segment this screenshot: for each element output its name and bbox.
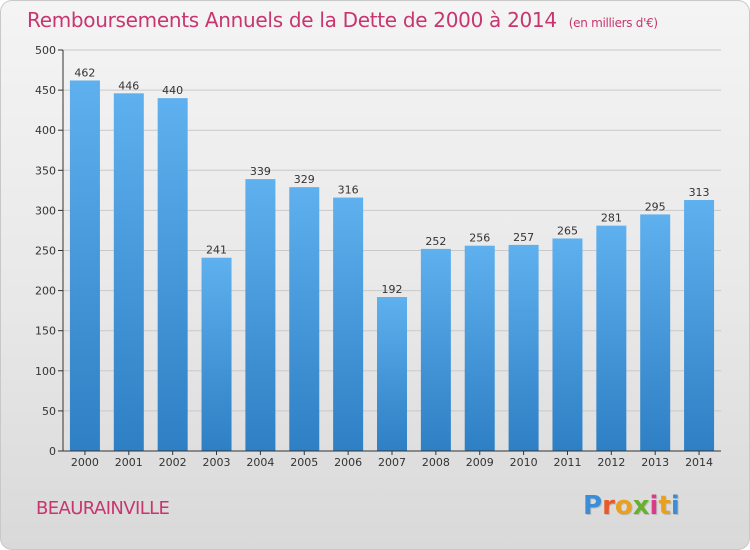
logo-letter: i [670, 491, 680, 521]
x-tick-label: 2005 [290, 456, 318, 469]
bar [552, 238, 583, 451]
bar-value-label: 252 [425, 235, 446, 248]
bar-value-label: 316 [338, 184, 359, 197]
bar [245, 179, 276, 451]
logo-letter: i [649, 491, 659, 521]
bar [69, 80, 100, 451]
bar [113, 93, 144, 452]
bar [201, 257, 232, 451]
bar [289, 187, 320, 451]
proxiti-logo: Proxiti [583, 491, 680, 521]
bar [333, 197, 364, 451]
chart-title: Remboursements Annuels de la Dette de 20… [27, 8, 658, 32]
logo-letter: t [658, 491, 671, 521]
logo-letter: o [614, 491, 633, 521]
logo-letter: r [602, 491, 615, 521]
x-tick-label: 2008 [422, 456, 450, 469]
bar-value-label: 192 [382, 283, 403, 296]
x-tick-label: 2002 [159, 456, 187, 469]
bar [464, 245, 495, 451]
x-tick-label: 2004 [246, 456, 274, 469]
bar-value-label: 256 [469, 232, 490, 245]
y-tick-label: 400 [35, 124, 56, 137]
logo-letter: x [632, 491, 650, 521]
bar-value-label: 281 [601, 212, 622, 225]
y-tick-label: 350 [35, 164, 56, 177]
x-tick-label: 2003 [203, 456, 231, 469]
bar [684, 199, 715, 451]
bar-value-label: 440 [162, 84, 183, 97]
x-tick-label: 2000 [71, 456, 99, 469]
bar [377, 297, 407, 451]
bar-value-label: 329 [294, 173, 315, 186]
x-tick-label: 2010 [510, 456, 538, 469]
x-tick-label: 2007 [378, 456, 406, 469]
x-tick-label: 2012 [597, 456, 625, 469]
bar-value-label: 257 [513, 231, 534, 244]
bar [420, 248, 451, 451]
y-tick-label: 450 [35, 84, 56, 97]
bar-value-label: 313 [689, 186, 710, 199]
y-tick-label: 50 [42, 405, 56, 418]
y-tick-label: 500 [35, 44, 56, 57]
x-tick-label: 2009 [466, 456, 494, 469]
bar-value-label: 295 [645, 200, 666, 213]
x-tick-label: 2001 [115, 456, 143, 469]
x-tick-label: 2014 [685, 456, 713, 469]
y-tick-label: 150 [35, 325, 56, 338]
bar [596, 225, 627, 451]
y-tick-label: 300 [35, 204, 56, 217]
bar-value-label: 462 [74, 66, 95, 79]
bar-value-label: 265 [557, 224, 578, 237]
bar [640, 214, 671, 451]
y-tick-label: 250 [35, 245, 56, 258]
x-tick-label: 2011 [553, 456, 581, 469]
commune-name: BEAURAINVILLE [36, 498, 170, 519]
bar [157, 98, 188, 452]
y-tick-label: 200 [35, 285, 56, 298]
y-tick-label: 100 [35, 365, 56, 378]
bar-value-label: 339 [250, 165, 271, 178]
y-tick-label: 0 [49, 445, 56, 458]
bar-value-label: 241 [206, 244, 227, 257]
chart-unit-label: (en milliers d'€) [568, 16, 658, 30]
bar-value-label: 446 [118, 79, 139, 92]
x-tick-label: 2013 [641, 456, 669, 469]
bar [508, 244, 539, 451]
chart-title-text: Remboursements Annuels de la Dette de 20… [27, 8, 557, 32]
x-tick-label: 2006 [334, 456, 362, 469]
logo-letter: P [583, 491, 603, 521]
